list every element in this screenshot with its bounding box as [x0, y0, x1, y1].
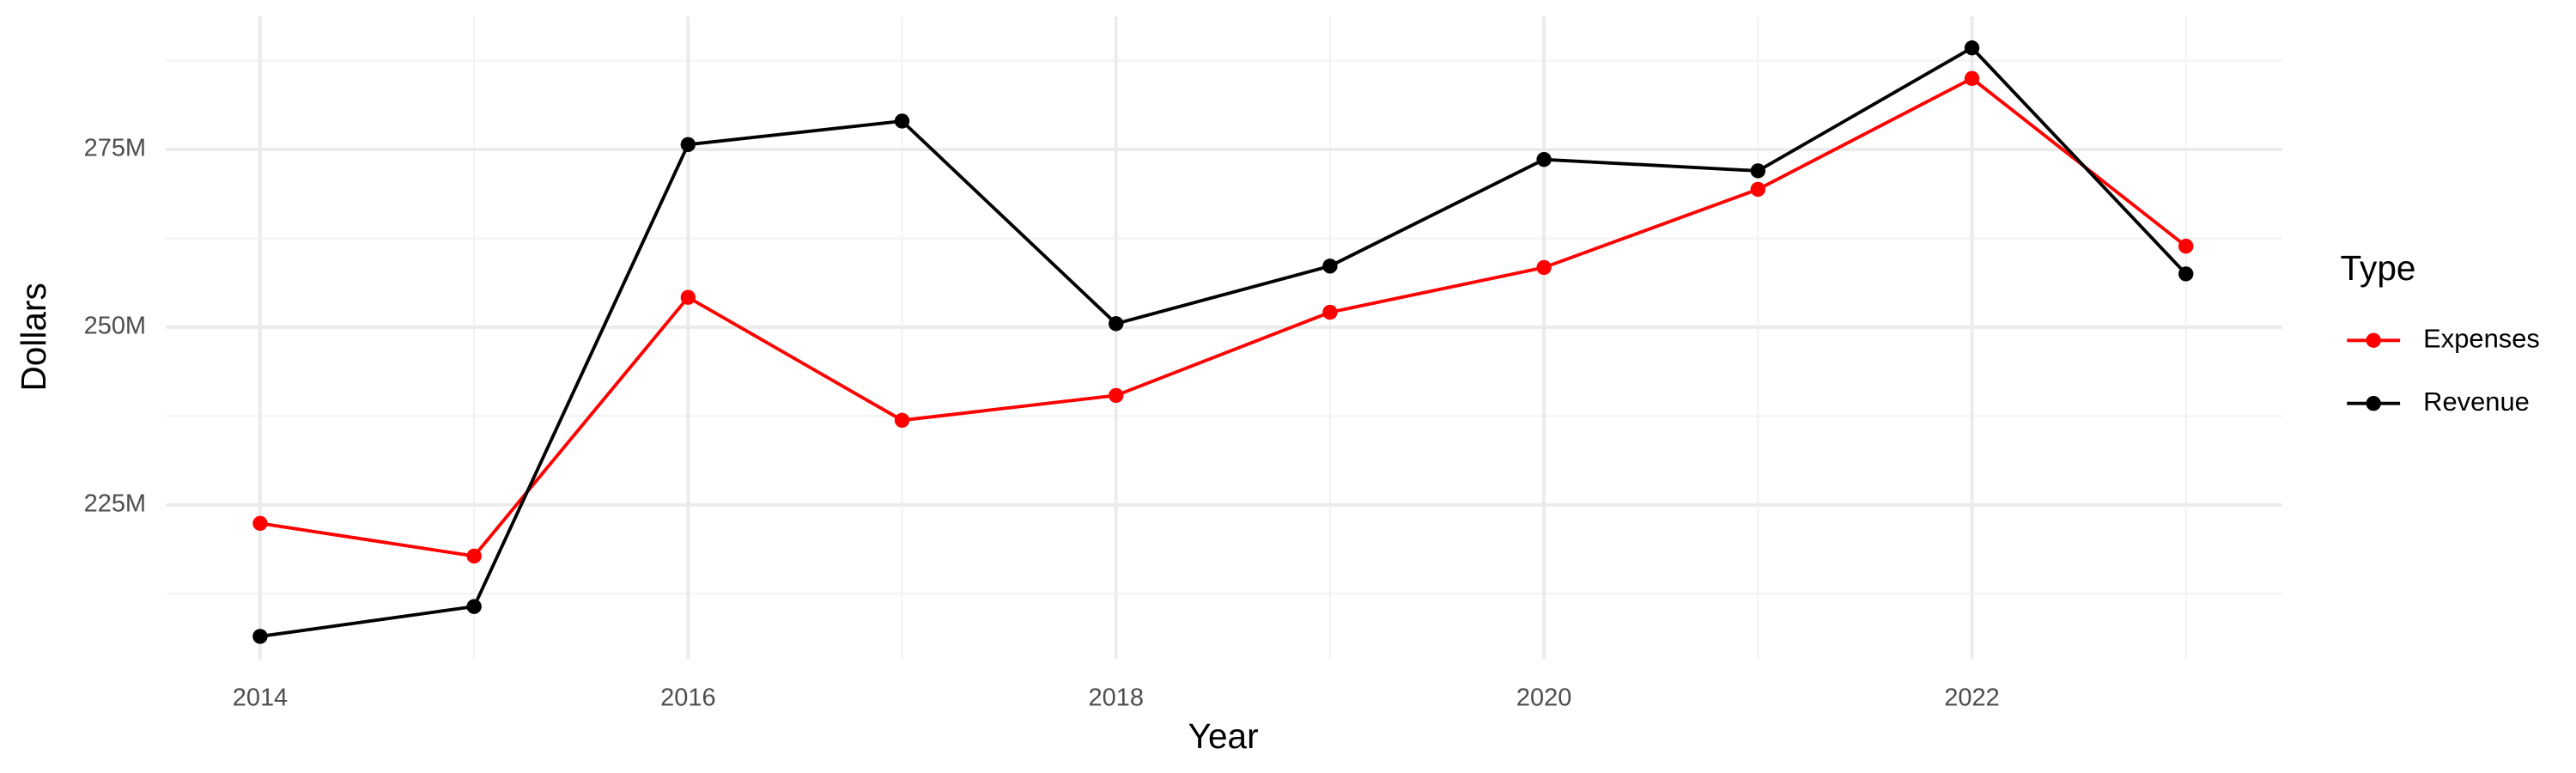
point	[1536, 259, 1552, 276]
x-tick-label: 2022	[1944, 684, 1999, 711]
point	[1109, 387, 1124, 404]
point	[1964, 40, 1980, 56]
line	[259, 76, 2187, 558]
legend-point	[2366, 396, 2381, 411]
x-tick-label: 2018	[1088, 684, 1143, 711]
y-tick-label: 250M	[84, 313, 147, 340]
point	[1322, 259, 1338, 274]
point	[1750, 163, 1766, 179]
legend-point	[2366, 332, 2381, 348]
y-tick-label: 275M	[84, 135, 147, 162]
legend-title: Type	[2341, 248, 2416, 288]
x-tick-label: 2014	[233, 684, 288, 711]
point	[466, 548, 482, 564]
point	[252, 515, 268, 532]
y-axis-title: Dollars	[14, 283, 53, 391]
legend-label: Expenses	[2423, 323, 2540, 353]
point	[1536, 151, 1552, 167]
point	[894, 412, 910, 429]
point	[2178, 238, 2194, 254]
point	[1109, 316, 1124, 332]
point	[252, 629, 268, 644]
point	[680, 289, 696, 305]
x-axis-title: Year	[1188, 716, 1259, 756]
legend-label: Revenue	[2423, 386, 2530, 417]
point	[680, 137, 696, 152]
point	[1750, 181, 1766, 198]
y-tick-label: 225M	[84, 490, 147, 517]
point	[1322, 304, 1338, 320]
x-tick-label: 2016	[660, 684, 715, 711]
point	[2178, 266, 2194, 282]
point	[894, 113, 910, 129]
point	[1964, 70, 1980, 87]
line	[259, 46, 2188, 638]
point	[466, 599, 482, 614]
x-tick-label: 2020	[1516, 684, 1571, 711]
